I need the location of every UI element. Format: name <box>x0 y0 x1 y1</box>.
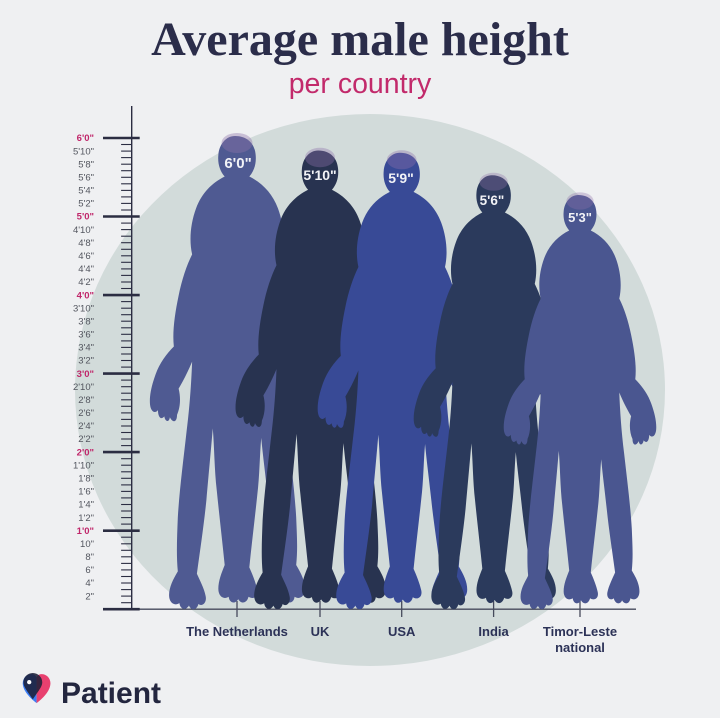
svg-text:4'6": 4'6" <box>78 251 94 262</box>
svg-text:3'10": 3'10" <box>73 303 94 314</box>
svg-text:6'0": 6'0" <box>224 155 251 172</box>
svg-text:6": 6" <box>85 565 94 576</box>
svg-text:2'8": 2'8" <box>78 395 94 406</box>
svg-text:5'6": 5'6" <box>480 193 505 208</box>
svg-text:1'0": 1'0" <box>77 526 94 537</box>
svg-text:1'2": 1'2" <box>78 513 94 524</box>
svg-text:1'4": 1'4" <box>78 500 94 511</box>
svg-text:Timor-Leste: Timor-Leste <box>543 624 617 639</box>
svg-text:2'6": 2'6" <box>78 408 94 419</box>
svg-text:4'10": 4'10" <box>73 225 94 236</box>
svg-text:4'0": 4'0" <box>77 290 94 301</box>
svg-text:2'2": 2'2" <box>78 434 94 445</box>
svg-text:5'10": 5'10" <box>73 146 94 157</box>
svg-text:5'10": 5'10" <box>303 167 336 183</box>
svg-text:UK: UK <box>311 624 330 639</box>
svg-text:The Netherlands: The Netherlands <box>186 624 288 639</box>
svg-text:4'4": 4'4" <box>78 264 94 275</box>
svg-text:1'10": 1'10" <box>73 460 94 471</box>
svg-text:5'3": 5'3" <box>568 210 592 225</box>
svg-text:5'4": 5'4" <box>78 186 94 197</box>
svg-text:5'2": 5'2" <box>78 199 94 210</box>
svg-text:India: India <box>478 624 509 639</box>
svg-text:Patient: Patient <box>61 677 161 710</box>
svg-text:4'8": 4'8" <box>78 238 94 249</box>
svg-text:1'8": 1'8" <box>78 474 94 485</box>
svg-text:USA: USA <box>388 624 416 639</box>
svg-text:5'9": 5'9" <box>388 170 414 186</box>
svg-text:5'6": 5'6" <box>78 173 94 184</box>
svg-text:2'4": 2'4" <box>78 421 94 432</box>
svg-text:8": 8" <box>85 552 94 563</box>
svg-text:national: national <box>555 640 605 655</box>
svg-text:10": 10" <box>80 539 94 550</box>
svg-text:6'0": 6'0" <box>77 133 94 144</box>
svg-text:4'2": 4'2" <box>78 277 94 288</box>
svg-text:5'8": 5'8" <box>78 159 94 170</box>
svg-text:3'8": 3'8" <box>78 316 94 327</box>
svg-text:3'6": 3'6" <box>78 330 94 341</box>
svg-text:2": 2" <box>85 591 94 602</box>
svg-text:1'6": 1'6" <box>78 487 94 498</box>
svg-text:3'0": 3'0" <box>77 369 94 380</box>
svg-text:5'0": 5'0" <box>77 212 94 223</box>
svg-text:2'10": 2'10" <box>73 382 94 393</box>
svg-text:3'2": 3'2" <box>78 356 94 367</box>
svg-text:3'4": 3'4" <box>78 343 94 354</box>
svg-text:4": 4" <box>85 578 94 589</box>
svg-text:2'0": 2'0" <box>77 447 94 458</box>
